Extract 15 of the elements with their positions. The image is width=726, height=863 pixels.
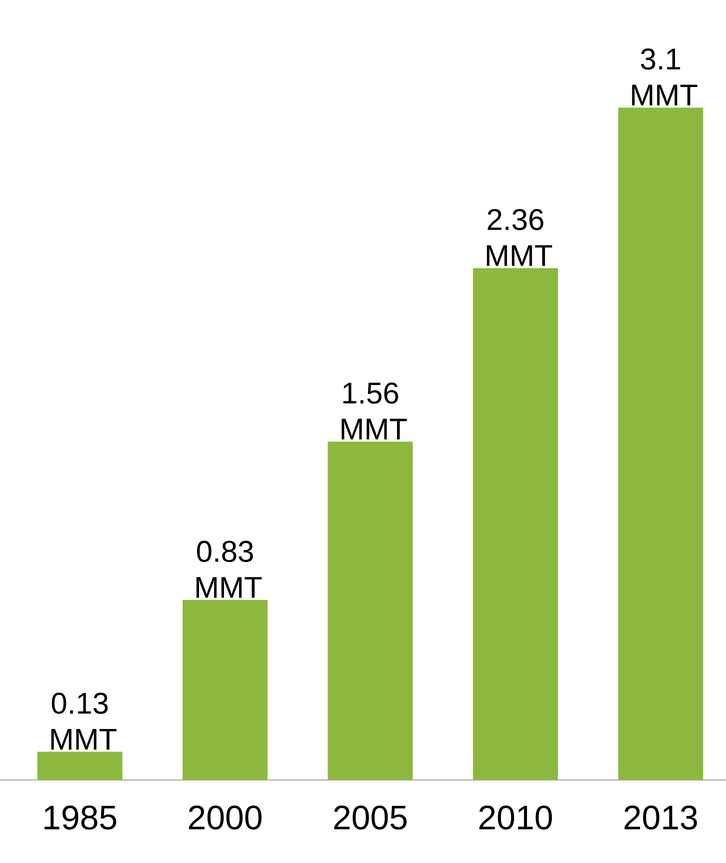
data-label: 3.1 MMT [632,48,698,106]
data-label: 1.56 MMT [342,382,407,440]
data-label: 0.83 MMT [196,540,262,598]
x-tick-label: 2010 [479,806,552,830]
x-tick-label: 2013 [624,806,697,830]
bar [37,752,122,780]
x-tick-label: 1985 [44,806,116,830]
x-tick-label: 2005 [334,806,407,830]
bar [618,108,704,780]
data-label: 2.36 MMT [486,208,552,266]
bar [472,268,558,780]
x-tick-label: 2000 [188,806,262,830]
bar [182,600,268,780]
data-label: 0.13 MMT [51,692,116,750]
bar [328,442,413,780]
